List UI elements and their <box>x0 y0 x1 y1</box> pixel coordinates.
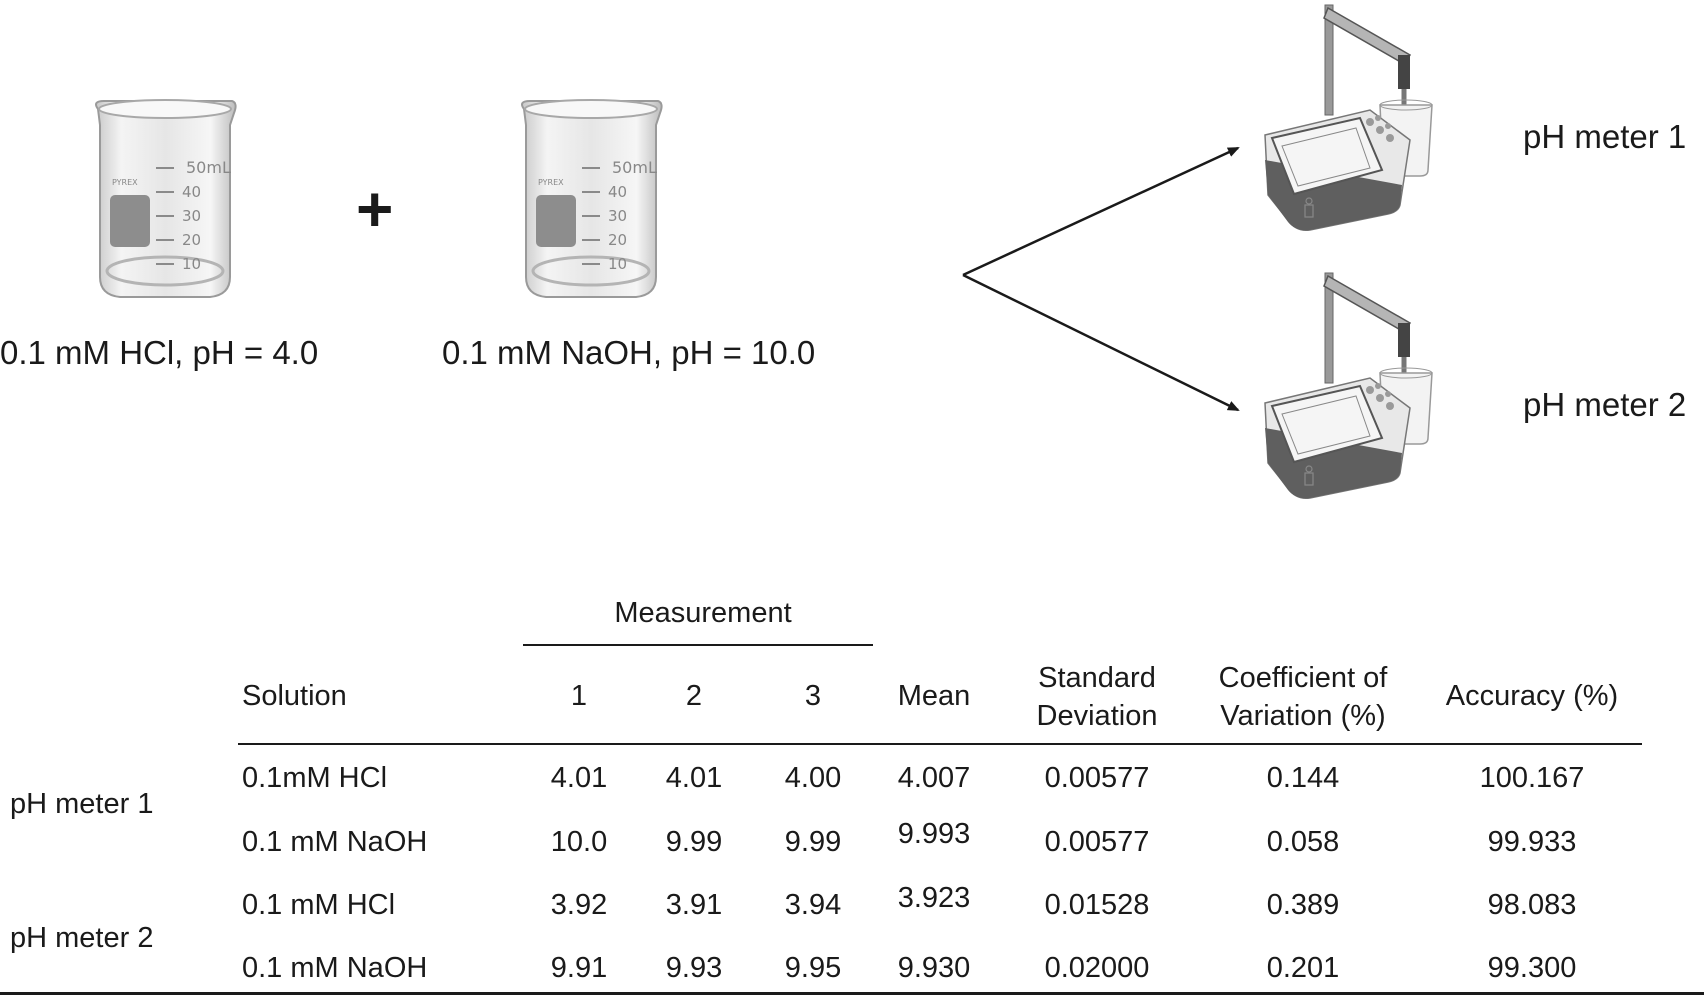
arrow-to-meter-1 <box>962 146 1240 277</box>
ph-meter-2-label: pH meter 2 <box>1523 386 1687 423</box>
svg-text:PYREX: PYREX <box>112 178 138 187</box>
svg-text:PYREX: PYREX <box>538 178 564 187</box>
svg-text:20: 20 <box>608 231 627 249</box>
beaker-1-caption: 0.1 mM HCl, pH = 4.0 <box>0 334 319 371</box>
header-mean: Mean <box>897 680 971 712</box>
measurement-group-header: Measurement <box>614 597 792 629</box>
beaker-1-image: 50mL PYREX 40 30 20 10 <box>95 99 237 298</box>
header-standard-deviation: Standard Deviation <box>1036 662 1158 732</box>
header-coefficient-of-variation: Coefficient of Variation (%) <box>1218 662 1388 732</box>
header-measurement-2: 2 <box>685 680 703 712</box>
svg-text:10: 10 <box>608 255 627 273</box>
header-measurement-1: 1 <box>570 680 588 712</box>
measurement-group-rule <box>523 644 873 646</box>
header-accuracy: Accuracy (%) <box>1445 680 1619 712</box>
group-label-ph-meter-1: pH meter 1 <box>10 788 154 820</box>
bottom-rule <box>0 992 1704 995</box>
svg-text:30: 30 <box>608 207 627 225</box>
beaker-1-top-mark: 50mL <box>186 158 231 177</box>
svg-text:40: 40 <box>608 183 627 201</box>
beaker-2-top-mark: 50mL <box>612 158 657 177</box>
ph-meter-1-label: pH meter 1 <box>1523 118 1687 155</box>
svg-text:40: 40 <box>182 183 201 201</box>
beaker-2-caption: 0.1 mM NaOH, pH = 10.0 <box>442 334 816 371</box>
plus-sign: + <box>356 173 394 245</box>
header-rule <box>238 743 1642 745</box>
ph-meter-2-image <box>1264 272 1433 500</box>
header-solution: Solution <box>242 680 347 712</box>
beaker-2-image: 50mL PYREX 40 30 20 10 <box>521 99 663 298</box>
group-label-ph-meter-2: pH meter 2 <box>10 922 154 954</box>
svg-text:20: 20 <box>182 231 201 249</box>
svg-text:10: 10 <box>182 255 201 273</box>
arrow-to-meter-2 <box>962 273 1240 412</box>
ph-meter-1-image <box>1264 4 1433 232</box>
svg-text:30: 30 <box>182 207 201 225</box>
header-measurement-3: 3 <box>804 680 822 712</box>
